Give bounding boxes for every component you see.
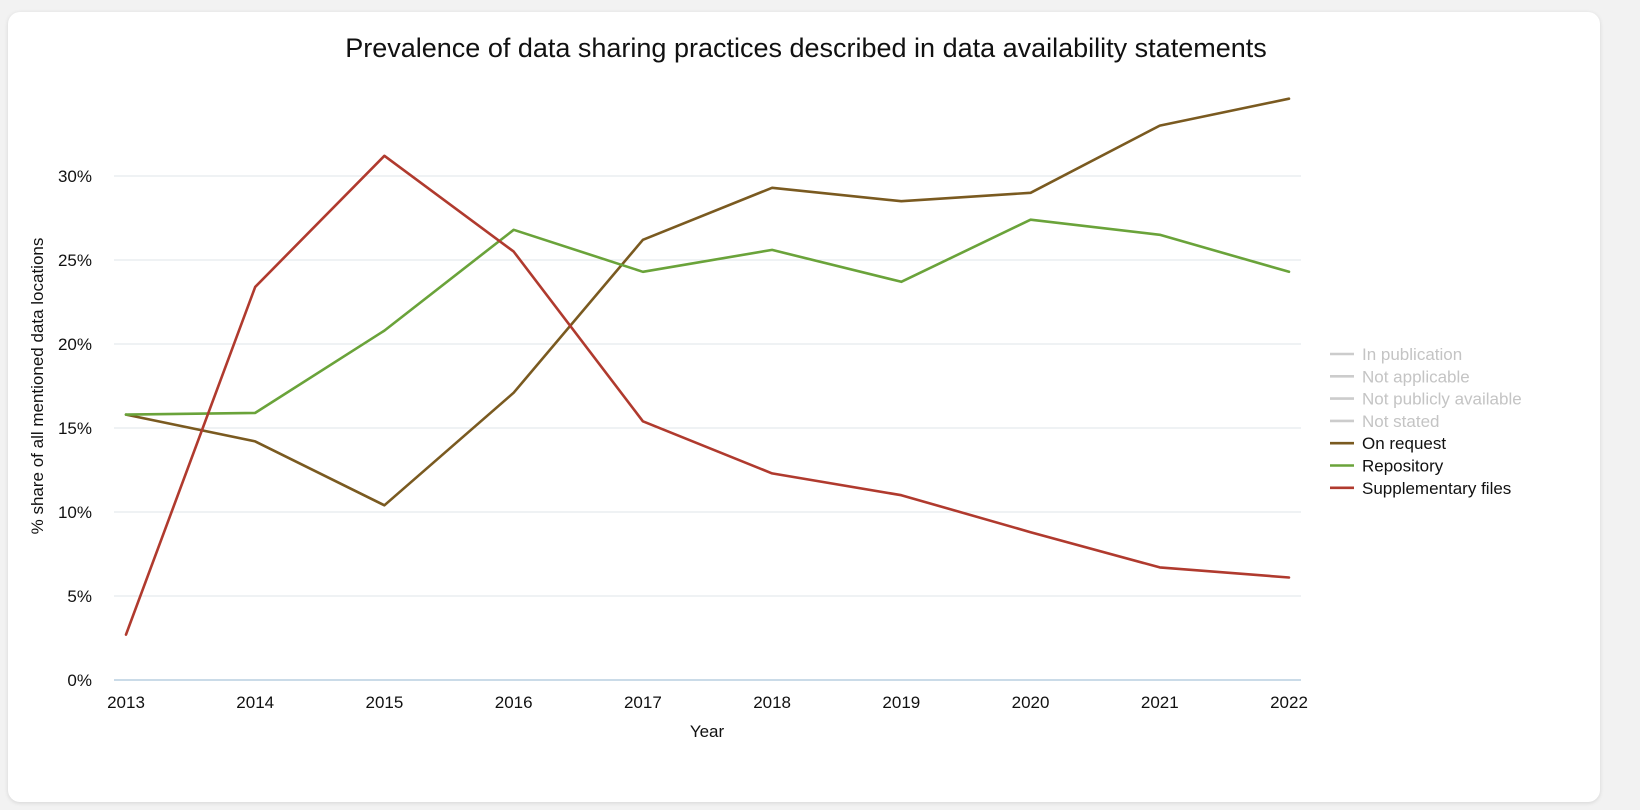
x-tick-label: 2013 xyxy=(107,693,145,712)
legend-item[interactable]: On request xyxy=(1330,434,1446,453)
x-tick-label: 2020 xyxy=(1012,693,1050,712)
x-tick-label: 2021 xyxy=(1141,693,1179,712)
y-tick-label: 0% xyxy=(67,671,92,690)
legend-label: In publication xyxy=(1362,345,1462,364)
legend-item[interactable]: Not applicable xyxy=(1330,367,1470,386)
x-axis-label: Year xyxy=(690,722,725,741)
legend-label: Not applicable xyxy=(1362,367,1470,386)
x-axis-ticks: 2013 2014 2015 2016 2017 2018 2019 2020 2021 2022 xyxy=(107,693,1308,712)
legend-item[interactable]: Repository xyxy=(1330,457,1444,476)
legend: In publication Not applicable Not publicly… xyxy=(1330,345,1522,498)
legend-label: Not stated xyxy=(1362,412,1440,431)
series-line-repository xyxy=(124,218,1291,416)
y-axis-label: % share of all mentioned data locations xyxy=(28,238,47,535)
y-tick-label: 10% xyxy=(58,503,92,522)
x-tick-label: 2018 xyxy=(753,693,791,712)
series-lines xyxy=(124,97,1291,636)
legend-label: On request xyxy=(1362,434,1446,453)
y-tick-label: 25% xyxy=(58,251,92,270)
y-axis-ticks: 0% 5% 10% 15% 20% 25% 30% xyxy=(58,167,92,690)
x-tick-label: 2017 xyxy=(624,693,662,712)
x-tick-label: 2016 xyxy=(495,693,533,712)
y-tick-label: 15% xyxy=(58,419,92,438)
legend-item[interactable]: Supplementary files xyxy=(1330,479,1511,498)
x-tick-label: 2019 xyxy=(882,693,920,712)
legend-item[interactable]: In publication xyxy=(1330,345,1462,364)
series-line-supplementary-files xyxy=(124,154,1291,636)
x-tick-label: 2014 xyxy=(236,693,274,712)
y-tick-label: 5% xyxy=(67,587,92,606)
chart-card: Prevalence of data sharing practices des… xyxy=(8,12,1600,802)
y-tick-label: 30% xyxy=(58,167,92,186)
series-line-on-request xyxy=(124,97,1291,507)
gridlines xyxy=(114,175,1301,681)
legend-label: Supplementary files xyxy=(1362,479,1511,498)
legend-item[interactable]: Not stated xyxy=(1330,412,1440,431)
line-chart: Prevalence of data sharing practices des… xyxy=(28,33,1522,741)
chart-title: Prevalence of data sharing practices des… xyxy=(345,33,1267,63)
x-tick-label: 2015 xyxy=(366,693,404,712)
x-tick-label: 2022 xyxy=(1270,693,1308,712)
y-tick-label: 20% xyxy=(58,335,92,354)
legend-item[interactable]: Not publicly available xyxy=(1330,390,1522,409)
legend-label: Repository xyxy=(1362,457,1444,476)
legend-label: Not publicly available xyxy=(1362,390,1522,409)
